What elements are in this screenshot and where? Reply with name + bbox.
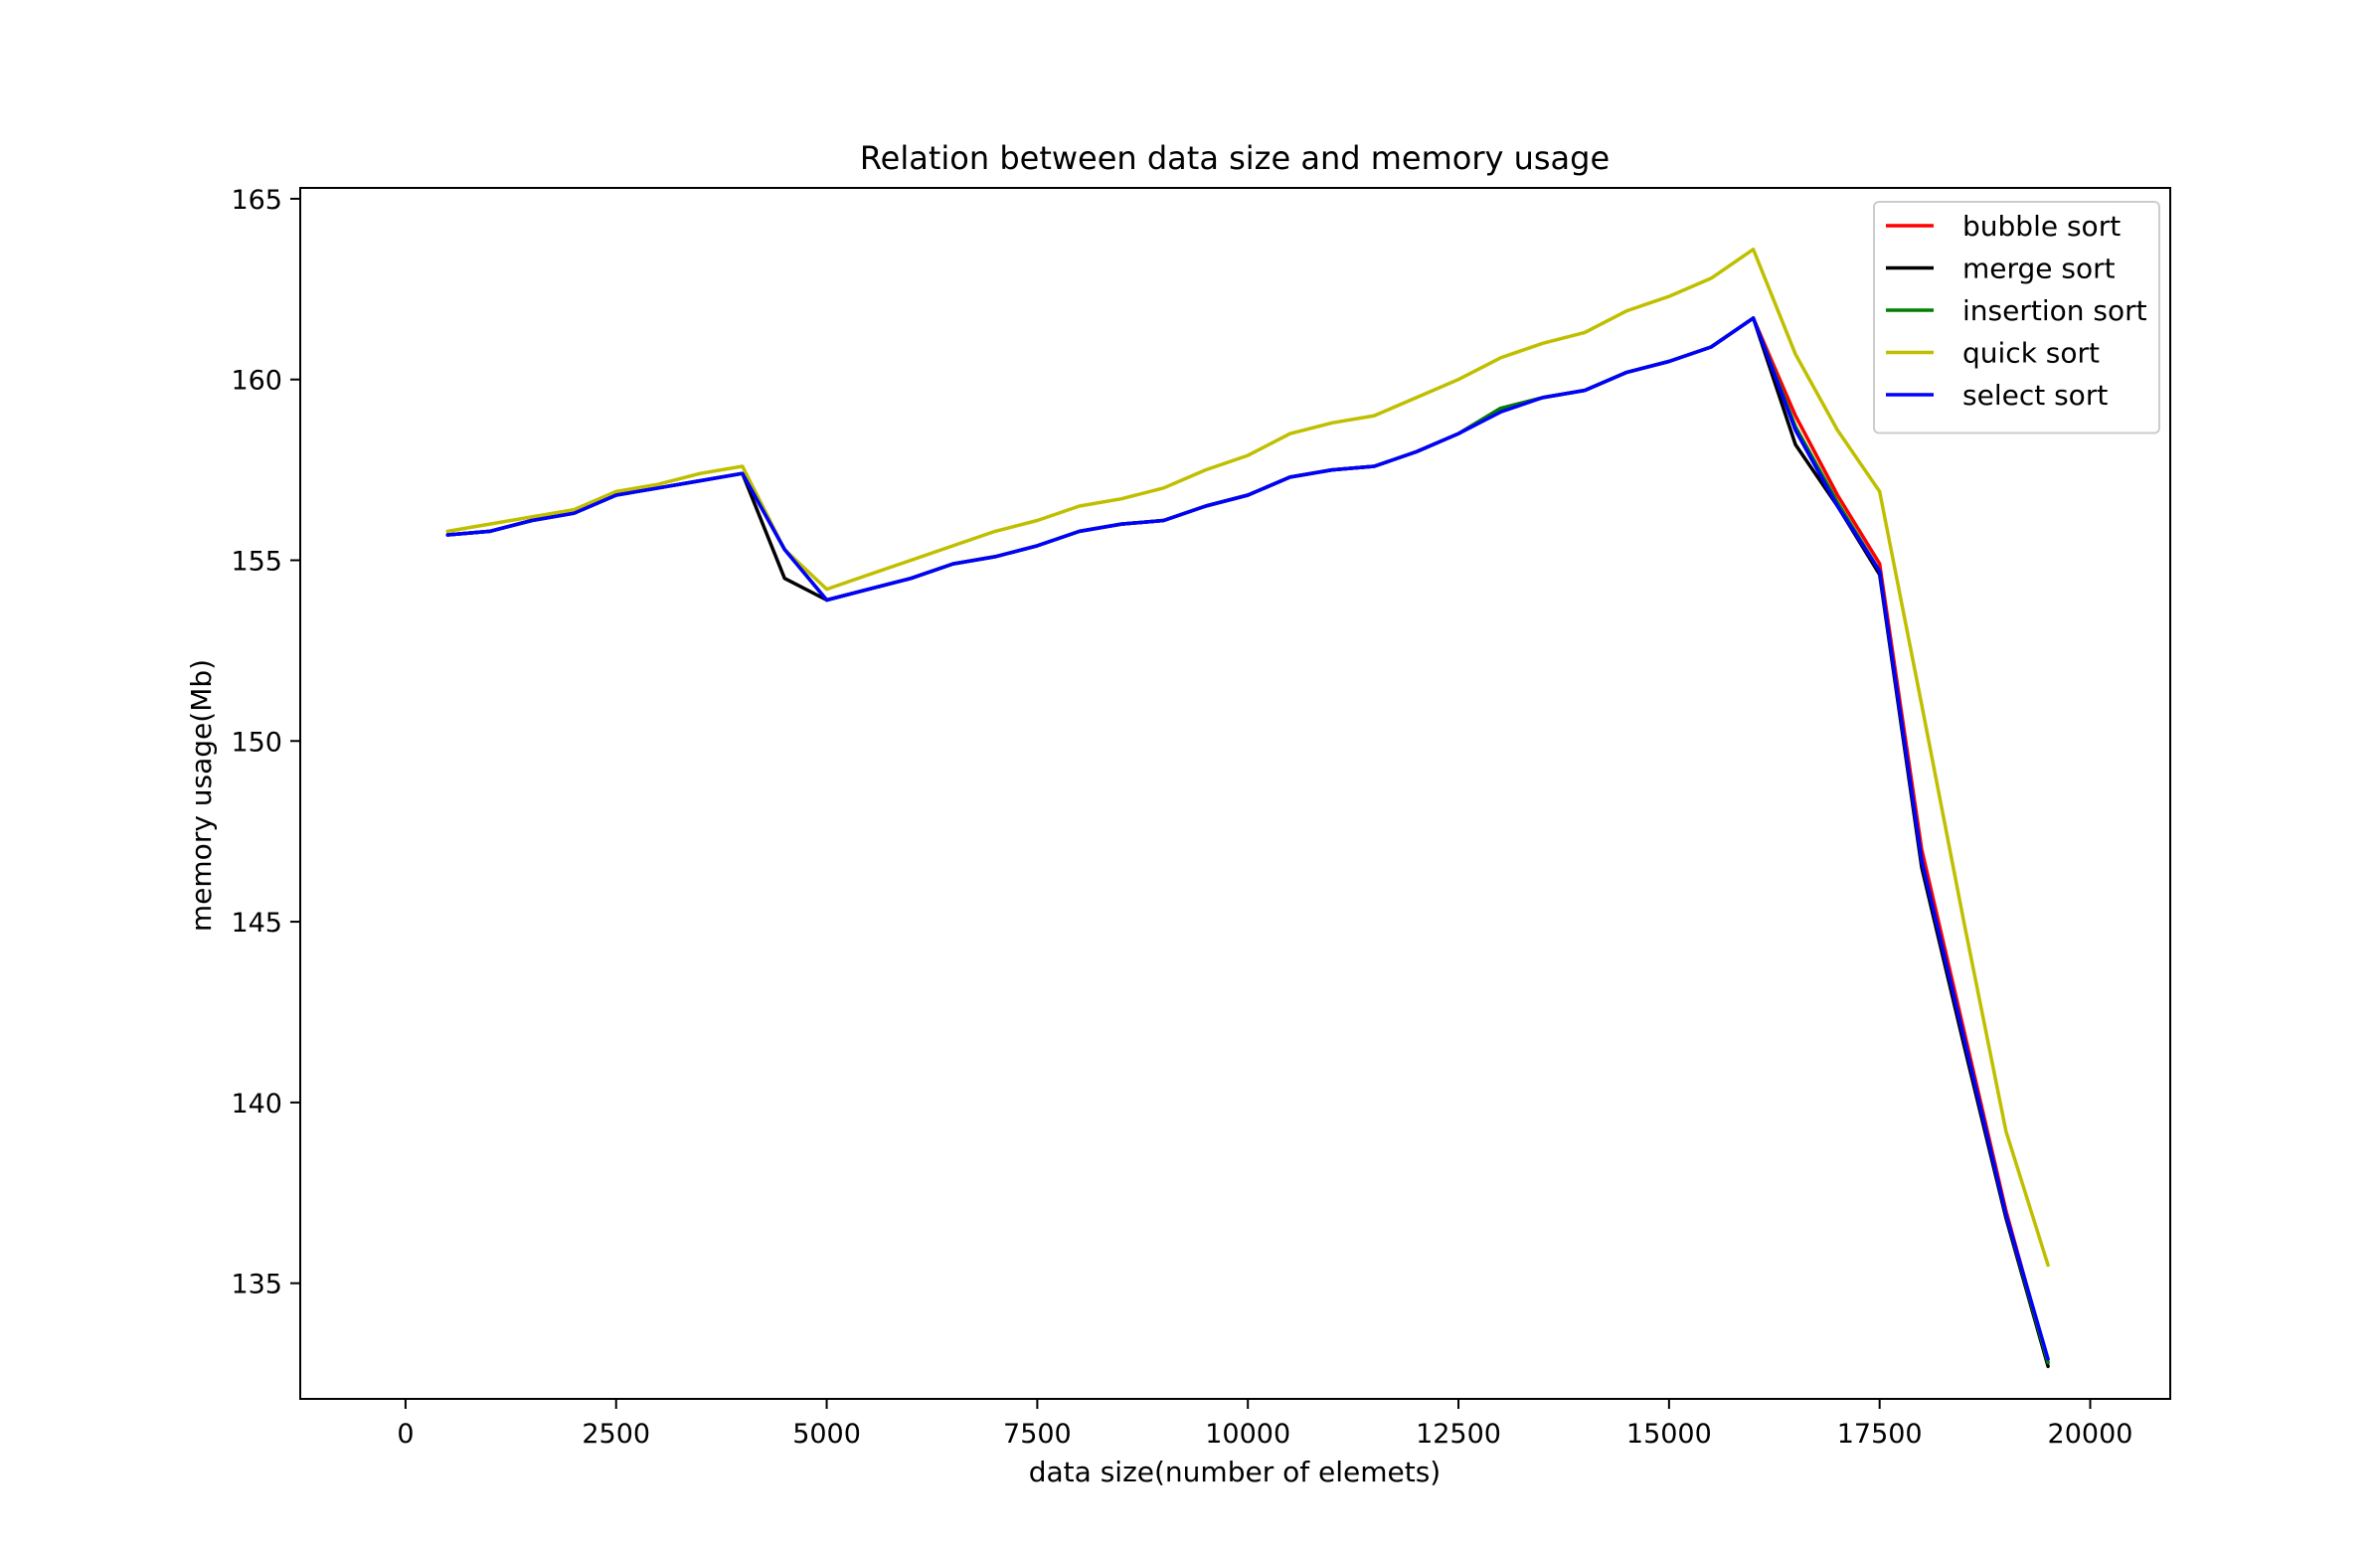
x-tick-label: 2500 <box>582 1419 650 1450</box>
y-tick-label: 165 <box>231 185 282 216</box>
series-line-select-sort <box>445 316 2050 1361</box>
y-tick-label: 155 <box>231 546 282 577</box>
chart-title: Relation between data size and memory us… <box>860 139 1610 177</box>
legend-label: insertion sort <box>1962 294 2147 327</box>
x-axis-label: data size(number of elemets) <box>1029 1456 1441 1488</box>
series-lines <box>445 248 2050 1369</box>
x-tick-label: 10000 <box>1205 1419 1290 1450</box>
legend-label: merge sort <box>1962 253 2116 285</box>
y-tick-label: 140 <box>231 1089 282 1120</box>
legend-label: bubble sort <box>1962 210 2121 243</box>
y-tick-label: 160 <box>231 366 282 397</box>
x-tick-label: 12500 <box>1416 1419 1501 1450</box>
y-tick-label: 150 <box>231 727 282 758</box>
x-tick-label: 0 <box>397 1419 414 1450</box>
y-axis-label: memory usage(Mb) <box>185 659 218 932</box>
legend-box <box>1873 201 2160 434</box>
legend-label: quick sort <box>1962 337 2100 370</box>
y-tick-label: 135 <box>231 1270 282 1300</box>
legend: bubble sort merge sort insertion sort quick… <box>1873 201 2160 434</box>
x-tick-label: 17500 <box>1837 1419 1923 1450</box>
x-tick-label: 15000 <box>1626 1419 1712 1450</box>
axis-ticks: 0 2500 5000 7500 10000 12500 15000 17500 20000 13… <box>231 185 2132 1450</box>
plot-area-frame <box>299 187 2171 1400</box>
y-tick-label: 145 <box>231 908 282 939</box>
x-tick-label: 7500 <box>1003 1419 1072 1450</box>
series-line-quick-sort <box>445 248 2050 1268</box>
legend-label: select sort <box>1962 379 2108 412</box>
x-tick-label: 20000 <box>2048 1419 2133 1450</box>
x-tick-label: 5000 <box>792 1419 861 1450</box>
